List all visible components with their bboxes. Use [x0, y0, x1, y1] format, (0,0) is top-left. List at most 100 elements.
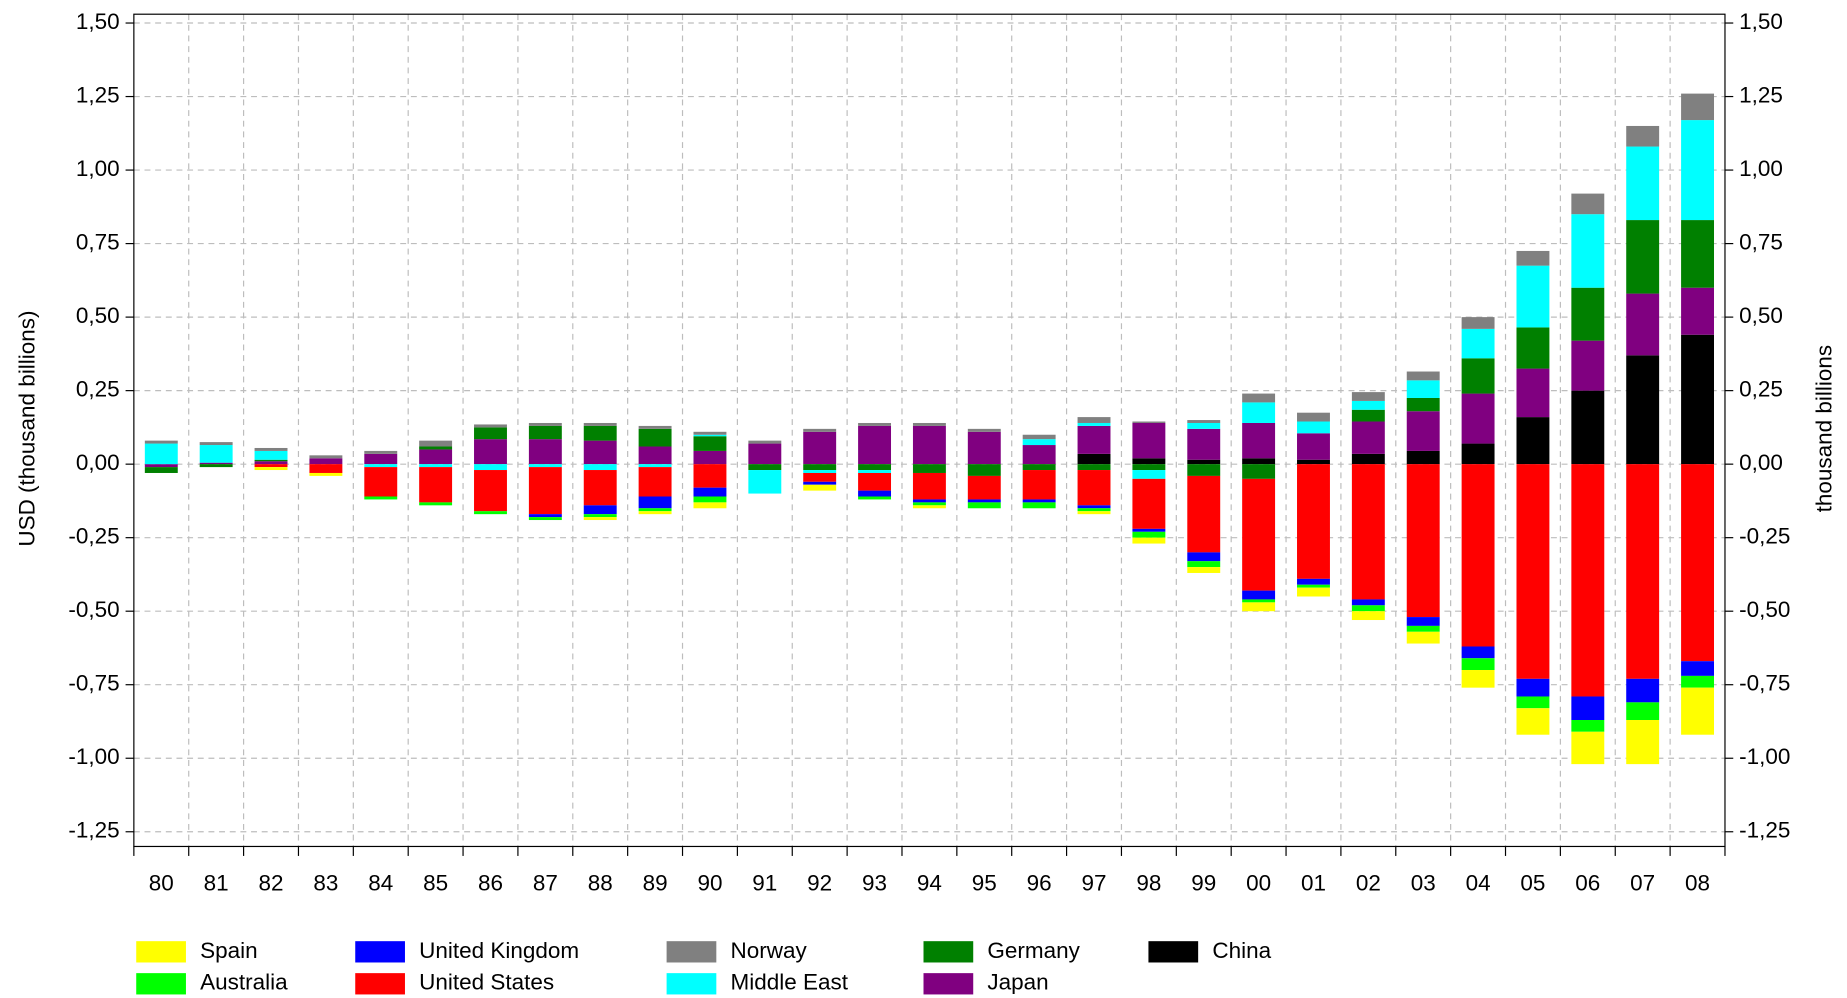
bar-segment: [1681, 464, 1715, 662]
legend-swatch: [1148, 941, 1199, 963]
bar-segment: [1187, 561, 1221, 568]
bar-segment: [748, 464, 782, 471]
y2-tick-label: 0,75: [1739, 230, 1783, 255]
bar-segment: [1516, 696, 1550, 709]
bar-segment: [1571, 464, 1605, 697]
bar-segment: [1242, 422, 1276, 459]
y-tick-label: 0,50: [76, 303, 120, 328]
bar-segment: [1461, 646, 1495, 659]
bar-segment: [1132, 478, 1166, 529]
bar-segment: [1571, 390, 1605, 465]
bar-segment: [1132, 528, 1166, 532]
bar-segment: [803, 464, 837, 471]
x-tick-label: 82: [259, 870, 284, 895]
x-tick-label: 04: [1466, 870, 1491, 895]
bar-segment: [1242, 590, 1276, 600]
bar-segment: [748, 440, 782, 444]
bar-segment: [803, 431, 837, 465]
bar-segment: [583, 440, 617, 465]
y-tick-label: -0,50: [68, 597, 119, 622]
bar-segment: [1406, 371, 1440, 381]
x-tick-label: 92: [807, 870, 832, 895]
bar-segment: [1406, 631, 1440, 644]
bar-segment: [1077, 453, 1111, 465]
bar-segment: [199, 462, 233, 465]
bar-segment: [967, 502, 1001, 509]
bar-segment: [1681, 687, 1715, 735]
bar-segment: [1351, 421, 1385, 454]
bar-segment: [1571, 193, 1605, 215]
bar-segment: [748, 443, 782, 465]
x-tick-label: 93: [862, 870, 887, 895]
bar-segment: [693, 450, 727, 465]
bar-segment: [144, 443, 178, 465]
bar-segment: [1077, 425, 1111, 454]
bar-segment: [1187, 475, 1221, 553]
y2-tick-label: 1,00: [1739, 156, 1783, 181]
bar-segment: [1022, 499, 1056, 503]
bar-segment: [1351, 392, 1385, 401]
bar-segment: [419, 446, 453, 450]
bar-segment: [1626, 678, 1660, 703]
bar-segment: [912, 472, 946, 500]
y-tick-label: 1,25: [76, 82, 120, 107]
y2-axis-label: thousand billions: [1812, 345, 1837, 513]
legend-label: United States: [419, 970, 554, 995]
bar-segment: [1297, 464, 1330, 579]
bar-segment: [1242, 599, 1276, 603]
bar-segment: [912, 422, 946, 426]
bar-segment: [583, 514, 617, 518]
bar-segment: [528, 514, 562, 518]
legend-swatch: [136, 973, 186, 995]
bar-segment: [254, 459, 288, 462]
bar-segment: [199, 442, 233, 446]
x-tick-label: 80: [149, 870, 174, 895]
bar-segment: [1187, 428, 1221, 460]
bar-segment: [1297, 412, 1330, 422]
x-tick-label: 85: [423, 870, 448, 895]
bar-segment: [858, 496, 892, 500]
y2-tick-label: 1,25: [1739, 82, 1783, 107]
bar-segment: [803, 481, 837, 485]
bar-segment: [638, 425, 672, 429]
bar-segment: [1351, 400, 1385, 410]
bar-segment: [528, 464, 562, 468]
bar-segment: [1242, 602, 1276, 612]
x-tick-label: 86: [478, 870, 503, 895]
bar-segment: [803, 472, 837, 482]
y2-tick-label: 0,25: [1739, 377, 1783, 402]
legend-label: Norway: [731, 938, 808, 963]
bar-segment: [1681, 675, 1715, 688]
bar-segment: [309, 458, 343, 465]
x-tick-label: 99: [1191, 870, 1216, 895]
bar-segment: [1132, 531, 1166, 538]
bar-segment: [1242, 464, 1276, 479]
y-tick-label: 1,00: [76, 156, 120, 181]
bar-segment: [1242, 478, 1276, 591]
bar-segment: [967, 464, 1001, 476]
bar-segment: [583, 505, 617, 515]
bar-segment: [693, 487, 727, 497]
bar-segment: [967, 475, 1001, 500]
bar-segment: [1297, 578, 1330, 585]
bar-segment: [474, 439, 507, 465]
bar-segment: [1187, 422, 1221, 429]
bar-segment: [1461, 317, 1495, 329]
bar-segment: [1516, 368, 1550, 418]
y-tick-label: 0,00: [76, 450, 120, 475]
bar-segment: [1077, 422, 1111, 426]
x-tick-label: 91: [752, 870, 777, 895]
bar-segment: [1571, 720, 1605, 732]
bar-segment: [474, 424, 507, 428]
x-tick-label: 88: [588, 870, 613, 895]
bar-segment: [1681, 93, 1715, 121]
y2-tick-label: 0,50: [1739, 303, 1783, 328]
bar-segment: [144, 440, 178, 444]
y-axis-label: USD (thousand billions): [14, 310, 39, 546]
bar-segment: [1626, 125, 1660, 147]
bar-segment: [1187, 464, 1221, 476]
bar-segment: [1297, 459, 1330, 465]
bar-segment: [1132, 537, 1166, 544]
y2-tick-label: -0,25: [1739, 524, 1790, 549]
